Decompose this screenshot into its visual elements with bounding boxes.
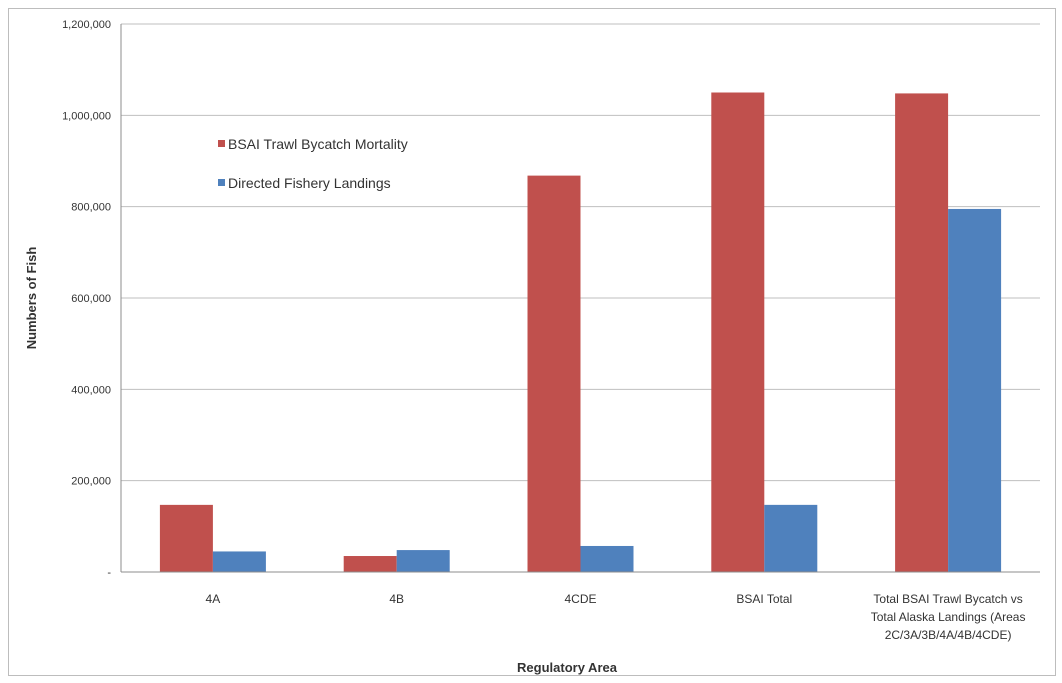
bar-directed-landings: [948, 208, 1002, 572]
x-category-label: 4A: [206, 592, 221, 606]
bar-bycatch-mortality: [343, 556, 397, 572]
y-tick-label: 1,000,000: [62, 110, 111, 122]
y-tick-label: 200,000: [71, 476, 111, 488]
y-tick-label: 800,000: [71, 202, 111, 214]
legend-swatch: [218, 179, 225, 186]
y-tick-label: 1,200,000: [62, 19, 111, 31]
legend-swatch: [218, 140, 225, 147]
y-tick-label: -: [107, 567, 111, 579]
x-category-label-line: Total Alaska Landings (Areas: [871, 610, 1026, 624]
bar-bycatch-mortality: [711, 92, 765, 572]
bar-bycatch-mortality: [159, 504, 213, 572]
bar-directed-landings: [764, 504, 818, 572]
y-tick-label: 400,000: [71, 384, 111, 396]
x-category-label: BSAI Total: [736, 592, 792, 606]
x-category-label-line: 4B: [389, 592, 404, 606]
bar-bycatch-mortality: [527, 175, 581, 572]
x-category-label: 4CDE: [564, 592, 596, 606]
x-axis-title: Regulatory Area: [517, 660, 618, 675]
legend-label: Directed Fishery Landings: [228, 175, 391, 191]
x-category-label-line: BSAI Total: [736, 592, 792, 606]
x-category-label-line: 4CDE: [564, 592, 596, 606]
x-category-label-line: Total BSAI Trawl Bycatch vs: [873, 592, 1022, 606]
bar-directed-landings: [396, 550, 450, 572]
bars: [159, 92, 1002, 572]
bar-directed-landings: [580, 545, 634, 572]
x-category-label-line: 4A: [206, 592, 221, 606]
x-axis-categories: 4A 4B 4CDE BSAI Total Total BSAI Trawl Bycat…: [206, 592, 1026, 642]
bar-directed-landings: [212, 551, 266, 572]
bar-bycatch-mortality: [895, 93, 949, 572]
x-category-label: Total BSAI Trawl Bycatch vs Total Alaska …: [871, 592, 1026, 642]
y-tick-label: 600,000: [71, 293, 111, 305]
gridlines: [121, 23, 1040, 482]
y-axis-ticks: - 200,000 400,000 600,000 800,000 1,000,000 1,…: [62, 19, 111, 579]
x-category-label: 4B: [389, 592, 404, 606]
y-axis-title: Numbers of Fish: [24, 247, 39, 350]
x-category-label-line: 2C/3A/3B/4A/4B/4CDE): [885, 628, 1012, 642]
legend: BSAI Trawl Bycatch Mortality Directed Fis…: [218, 136, 408, 191]
legend-label: BSAI Trawl Bycatch Mortality: [228, 136, 408, 152]
